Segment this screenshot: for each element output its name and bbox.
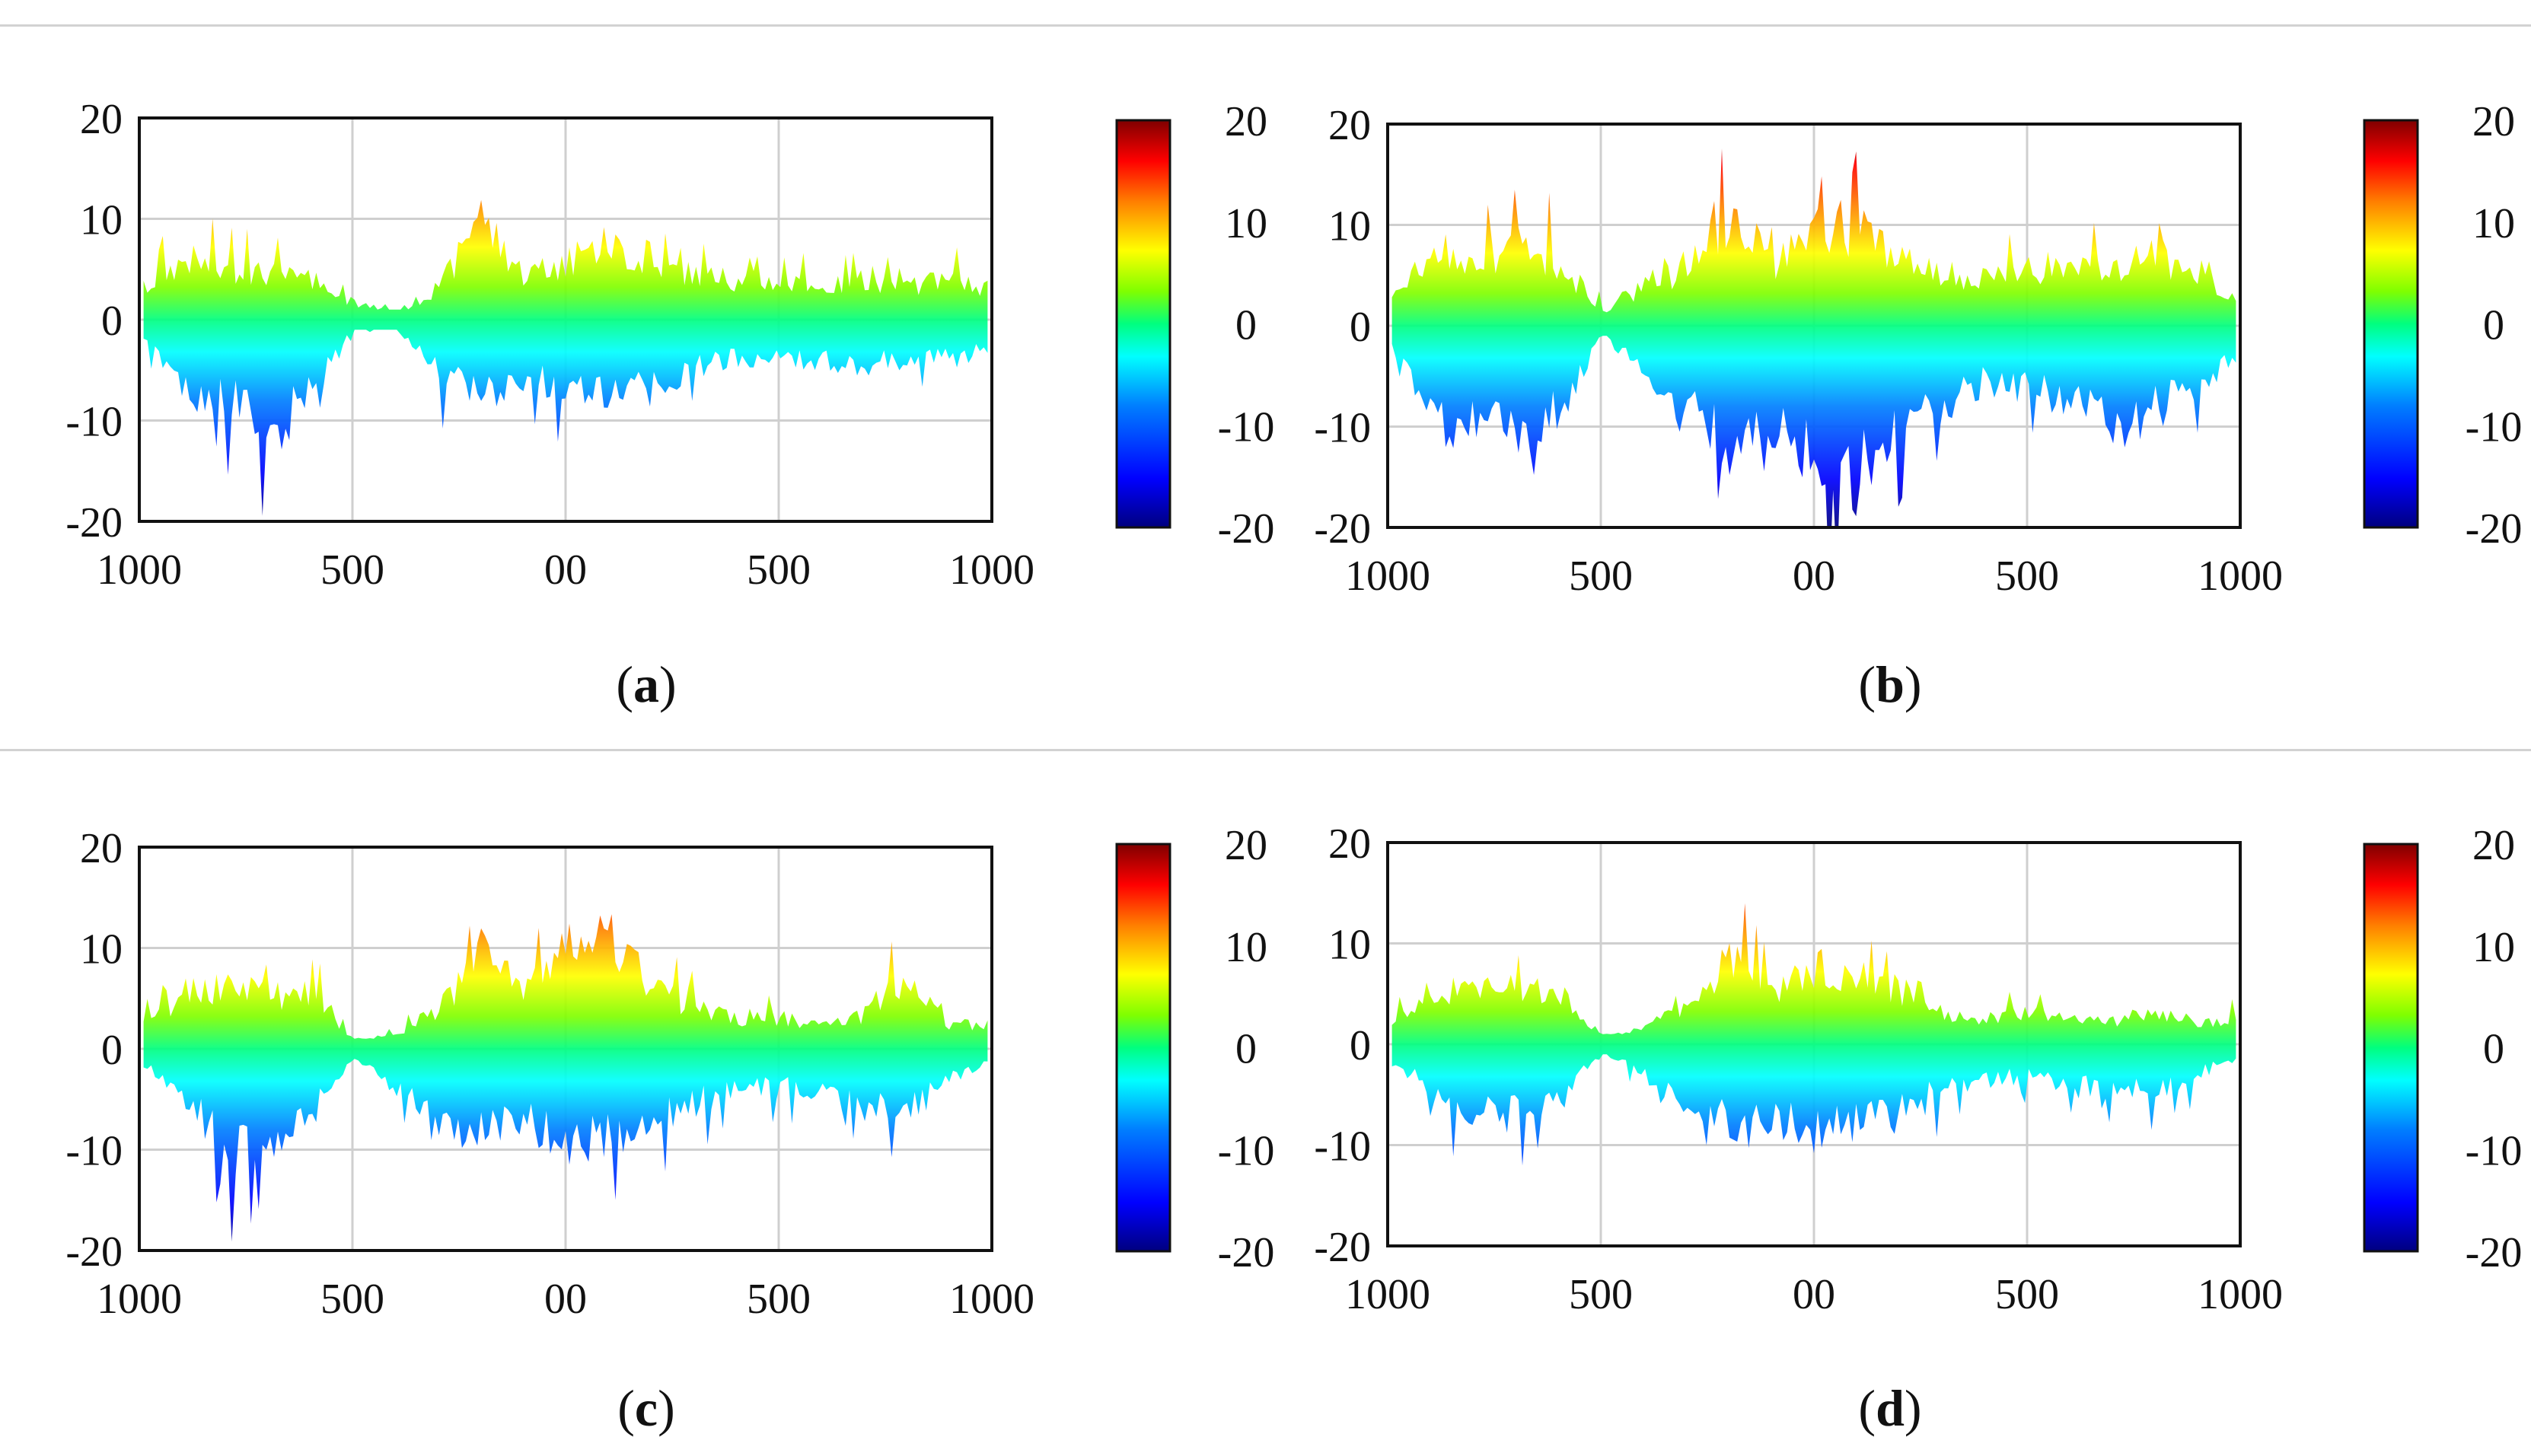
colorbar-tick-label: -10 [1218,1127,1275,1174]
caption-b: (b) [1858,655,1921,713]
surface-c [143,914,988,1242]
x-tick-label: 1000 [97,1276,182,1323]
y-tick-label: 0 [1350,304,1371,351]
x-tick-label: 500 [747,546,811,594]
colorbar-tick-label: 0 [2483,302,2504,349]
y-tick-label: 20 [80,825,123,872]
plot-frame-b [1386,123,2242,529]
y-tick-label: -10 [1314,405,1371,452]
x-tick-label: 00 [544,1276,587,1323]
x-tick-label: 500 [1995,553,2059,600]
y-tick-label: 20 [1328,102,1371,149]
colorbar-ramp [1115,843,1171,1253]
caption-paren-open: ( [617,1379,635,1437]
y-tick-label: 20 [1328,820,1371,868]
y-tick-label: 10 [80,926,123,973]
colorbar-tick-label: 10 [2472,924,2515,971]
x-tick-label: 1000 [97,546,182,594]
x-tick-label: 500 [320,546,384,594]
y-tick-label: 0 [101,298,123,345]
colorbar-tick-label: -20 [2466,505,2523,553]
colorbar-tick-label: 0 [2483,1026,2504,1073]
top-divider [0,24,2531,27]
y-tick-label: 10 [1328,203,1371,250]
colorbar-tick-label: 0 [1235,1026,1257,1073]
caption-c: (c) [617,1379,675,1437]
x-tick-label: 1000 [2198,553,2283,600]
surface-d [1391,903,2236,1166]
y-tick-label: 10 [80,197,123,244]
x-tick-label: 1000 [1345,1271,1430,1318]
caption-paren-open: ( [1858,655,1876,713]
y-tick-label: 0 [1350,1022,1371,1069]
x-tick-label: 1000 [2198,1271,2283,1318]
caption-letter: b [1876,655,1905,713]
colorbar-ramp [2363,119,2419,529]
colorbar-ramp [1115,119,1171,529]
x-tick-label: 00 [1793,1271,1835,1318]
x-tick-label: 500 [1569,553,1633,600]
y-tick-label: 20 [80,96,123,143]
colorbar-ramp [2363,843,2419,1253]
y-tick-label: -10 [65,1128,123,1175]
surface-b [1391,148,2236,527]
caption-letter: c [635,1379,658,1437]
caption-letter: a [633,655,659,713]
colorbar-c: 20 10 0 -10 -20 [1115,822,1275,1276]
y-tick-label: -10 [1314,1123,1371,1171]
y-tick-label: -20 [65,1228,123,1276]
x-tick-label: 00 [1793,553,1835,600]
caption-paren-open: ( [616,655,633,713]
colorbar-tick-label: -20 [1218,505,1275,553]
x-tick-label: 500 [1569,1271,1633,1318]
caption-paren-open: ( [1858,1379,1876,1437]
colorbar-tick-label: -10 [1218,403,1275,451]
x-tick-label: 500 [320,1276,384,1323]
y-tick-label: -20 [1314,1224,1371,1271]
colorbar-d: 20 10 0 -10 -20 [2363,822,2523,1276]
x-tick-label: 00 [544,546,587,594]
colorbar-tick-label: 20 [2472,98,2515,145]
colorbar-tick-label: -10 [2466,403,2523,451]
y-tick-label: 0 [101,1027,123,1074]
caption-d: (d) [1858,1379,1921,1437]
x-tick-label: 500 [747,1276,811,1323]
x-tick-label: 1000 [1345,553,1430,600]
caption-letter: d [1876,1379,1905,1437]
x-tick-label: 1000 [949,546,1034,594]
caption-paren-close: ) [1905,655,1922,713]
y-tick-label: 10 [1328,922,1371,969]
plot-frame-a [138,116,993,523]
y-tick-label: -20 [65,499,123,546]
colorbar-tick-label: 10 [1225,924,1267,971]
y-tick-label: -10 [65,399,123,446]
x-tick-label: 1000 [949,1276,1034,1323]
colorbar-tick-label: -20 [1218,1229,1275,1276]
colorbar-tick-label: 20 [1225,822,1267,869]
colorbar-a: 20 10 0 -10 -20 [1115,98,1275,553]
surface-a [143,199,988,516]
y-tick-label: -20 [1314,505,1371,553]
caption-paren-close: ) [659,655,677,713]
caption-paren-close: ) [658,1379,675,1437]
colorbar-tick-label: 10 [2472,200,2515,247]
colorbar-tick-label: 20 [1225,98,1267,145]
caption-paren-close: ) [1905,1379,1922,1437]
x-tick-label: 500 [1995,1271,2059,1318]
plot-frame-d [1386,841,2242,1247]
colorbar-tick-label: 10 [1225,200,1267,247]
colorbar-b: 20 10 0 -10 -20 [2363,98,2523,553]
colorbar-tick-label: 0 [1235,302,1257,349]
colorbar-tick-label: -20 [2466,1229,2523,1276]
colorbar-tick-label: -10 [2466,1127,2523,1174]
plot-frame-c [138,846,993,1252]
colorbar-tick-label: 20 [2472,822,2515,869]
caption-a: (a) [616,655,676,713]
middle-divider [0,749,2531,751]
